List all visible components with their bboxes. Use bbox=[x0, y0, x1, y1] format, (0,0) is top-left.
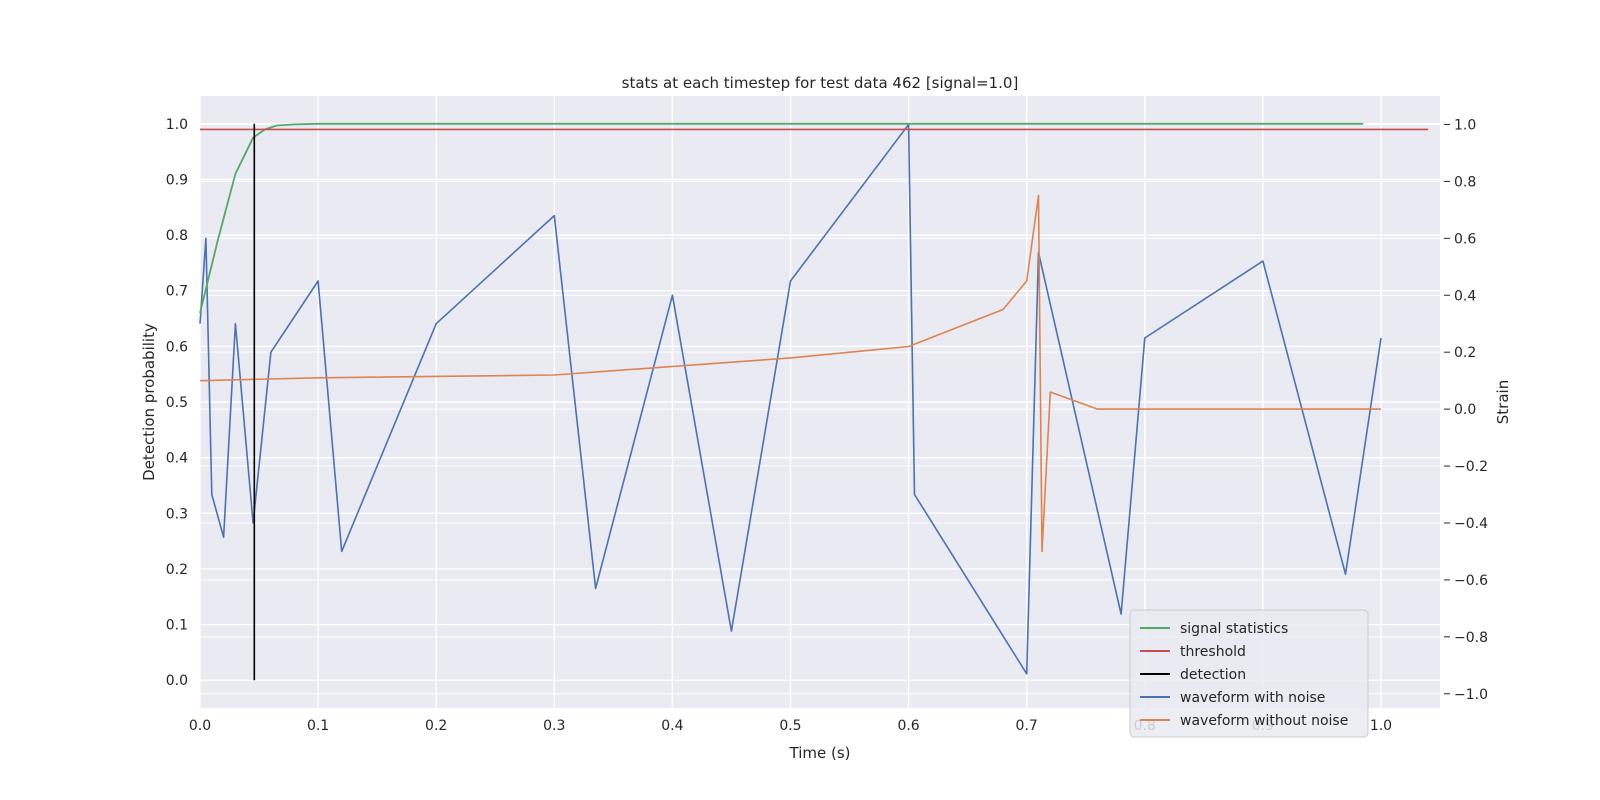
y2-tick-label: 0.4 bbox=[1454, 288, 1476, 304]
legend-label: waveform without noise bbox=[1180, 713, 1348, 729]
legend: signal statistics threshold detection wavef… bbox=[1129, 609, 1369, 738]
y2-tick-label: −0.6 bbox=[1454, 573, 1488, 589]
legend-label: detection bbox=[1180, 667, 1246, 683]
series-line-signal-statistics bbox=[199, 122, 1364, 314]
x-tick-label: 0.0 bbox=[189, 718, 211, 734]
y2-axis-title: Strain bbox=[1494, 380, 1512, 424]
series-layer bbox=[199, 122, 1429, 681]
x-tick-label: 0.5 bbox=[779, 718, 801, 734]
chart-title: stats at each timestep for test data 462… bbox=[622, 74, 1019, 92]
y-tick-label: 0.5 bbox=[166, 395, 188, 411]
x-tick-label: 0.7 bbox=[1016, 718, 1038, 734]
legend-box bbox=[1129, 609, 1369, 738]
x-tick-label: 0.6 bbox=[897, 718, 919, 734]
legend-label: threshold bbox=[1180, 644, 1246, 660]
x-tick-label: 0.4 bbox=[661, 718, 683, 734]
y2-tick-label: 0.8 bbox=[1454, 174, 1476, 190]
y-tick-label: 0.4 bbox=[166, 451, 188, 467]
x-tick-label: 0.1 bbox=[307, 718, 329, 734]
series-line-waveform-with-noise bbox=[199, 123, 1382, 675]
y-tick-label: 0.1 bbox=[166, 618, 188, 634]
y2-tick-label: −1.0 bbox=[1454, 687, 1488, 703]
x-tick-label: 1.0 bbox=[1370, 718, 1392, 734]
x-tick-label: 0.2 bbox=[425, 718, 447, 734]
y-tick-label: 0.8 bbox=[166, 228, 188, 244]
y2-tick-label: −0.4 bbox=[1454, 516, 1488, 532]
y2-tick-label: 0.0 bbox=[1454, 402, 1476, 418]
x-tick-label: 0.3 bbox=[543, 718, 565, 734]
y2-tick-label: 0.6 bbox=[1454, 231, 1476, 247]
y-tick-label: 0.2 bbox=[166, 562, 188, 578]
y-tick-label: 0.3 bbox=[166, 506, 188, 522]
y-axis-title: Detection probability bbox=[140, 323, 158, 481]
series-line-waveform-without-noise bbox=[199, 194, 1381, 553]
y2-tick-label: 1.0 bbox=[1454, 117, 1476, 133]
y-tick-label: 0.7 bbox=[166, 284, 188, 300]
y-tick-label: 0.6 bbox=[166, 339, 188, 355]
x-axis-title: Time (s) bbox=[789, 744, 851, 762]
y-tick-label: 1.0 bbox=[166, 117, 188, 133]
y-tick-label: 0.0 bbox=[166, 673, 188, 689]
legend-label: signal statistics bbox=[1180, 621, 1288, 637]
y-tick-label: 0.9 bbox=[166, 172, 188, 188]
y2-tick-label: 0.2 bbox=[1454, 345, 1476, 361]
y2-tick-label: −0.8 bbox=[1454, 630, 1488, 646]
y2-tick-label: −0.2 bbox=[1454, 459, 1488, 475]
ticks-layer: 0.0 0.1 0.2 0.3 0.4 0.5 0.6 0.7 0.8 0.9 1.0 0.0 0.1 0… bbox=[166, 117, 1488, 734]
legend-label: waveform with noise bbox=[1180, 690, 1325, 706]
